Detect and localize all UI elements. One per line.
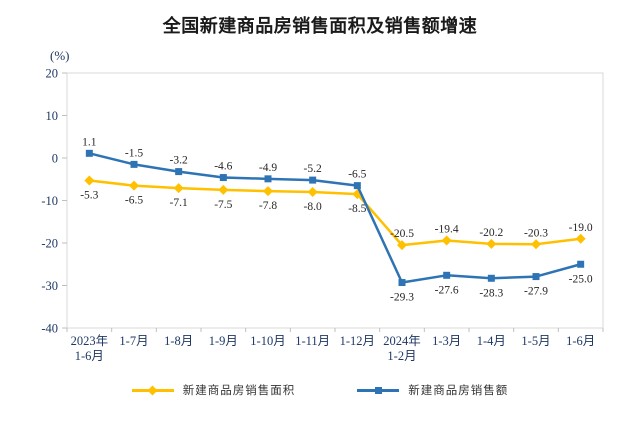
square-data-point-marker <box>130 160 138 168</box>
data-point-label: -27.9 <box>524 286 548 298</box>
x-axis-tick-label: 1-10月 <box>250 334 285 348</box>
x-axis-tick-label: 1-6月 <box>566 334 595 348</box>
diamond-marker-icon <box>147 385 158 395</box>
square-data-point-marker <box>85 149 93 157</box>
x-axis-tick-label: 1-12月 <box>340 334 375 348</box>
x-axis-tick-label: 1-8月 <box>164 334 193 348</box>
diamond-series-line <box>88 179 582 247</box>
square-data-point-marker <box>353 182 361 190</box>
x-axis-tick-label: 2023年 1-6月 <box>71 334 109 363</box>
diamond-data-point-marker <box>531 239 541 250</box>
y-axis-tick-label: -30 <box>41 279 58 293</box>
y-axis-unit-label: (%) <box>50 48 70 63</box>
y-axis-tick-label: 10 <box>46 109 59 123</box>
legend-item-sales-area: 新建商品房销售面积 <box>131 382 296 398</box>
square-data-point-marker <box>577 260 585 268</box>
data-point-label: -1.5 <box>125 147 143 159</box>
square-data-point-marker <box>175 168 183 176</box>
data-point-label: -8.5 <box>348 203 366 215</box>
y-axis-tick-label: -40 <box>41 322 58 336</box>
diamond-data-point-marker <box>263 186 273 197</box>
data-point-label: -5.2 <box>304 163 322 175</box>
chart-legend: 新建商品房销售面积 新建商品房销售额 <box>0 382 640 398</box>
data-point-label: -27.6 <box>435 284 459 296</box>
y-axis-tick-label: 20 <box>46 67 59 81</box>
y-axis-tick-label: -20 <box>41 237 58 251</box>
data-point-label: -7.5 <box>214 199 232 211</box>
sales-amount-series-swatch <box>357 384 400 396</box>
data-point-label: -7.1 <box>170 197 188 209</box>
x-axis-tick-label: 1-4月 <box>477 334 506 348</box>
data-point-label: 1.1 <box>82 136 97 148</box>
diamond-data-point-marker <box>486 238 497 249</box>
data-point-label: -3.2 <box>170 155 188 167</box>
square-data-point-marker <box>487 274 495 282</box>
x-axis-tick-label: 1-3月 <box>432 334 461 348</box>
x-axis-tick-label: 1-9月 <box>209 334 238 348</box>
diamond-data-point-marker <box>129 180 139 191</box>
data-point-label: -25.0 <box>569 273 593 285</box>
data-point-label: -19.0 <box>569 222 593 234</box>
square-data-point-marker <box>264 175 272 183</box>
square-data-point-marker <box>443 271 451 279</box>
diamond-data-point-marker <box>84 175 95 186</box>
legend-label-sales-area: 新建商品房销售面积 <box>182 385 296 397</box>
x-axis-tick-label: 1-5月 <box>521 334 550 348</box>
data-point-label: -19.4 <box>435 223 459 235</box>
data-point-label: -28.3 <box>479 287 503 299</box>
data-point-label: -4.9 <box>259 162 277 174</box>
x-axis-tick-label: 1-7月 <box>119 334 148 348</box>
data-point-label: -20.5 <box>390 228 414 240</box>
data-point-label: -5.3 <box>80 190 98 202</box>
diamond-data-point-marker <box>397 240 407 251</box>
chart-title: 全国新建商品房销售面积及销售额增速 <box>162 16 478 36</box>
square-data-point-marker <box>398 279 406 287</box>
diamond-data-point-marker <box>218 184 229 195</box>
legend-label-sales-amount: 新建商品房销售额 <box>408 385 509 397</box>
data-point-label: -8.0 <box>304 201 322 213</box>
diamond-data-point-marker <box>575 233 586 244</box>
y-axis-tick-label: 0 <box>52 152 58 166</box>
diamond-data-point-marker <box>307 187 318 197</box>
sales-area-series-swatch <box>131 384 174 396</box>
data-point-label: -20.3 <box>524 227 548 239</box>
plot-border <box>66 72 604 329</box>
data-point-label: -6.5 <box>125 195 143 207</box>
data-point-label: -29.3 <box>390 292 414 304</box>
y-axis-tick-label: -10 <box>41 194 58 208</box>
diamond-data-point-marker <box>441 235 452 246</box>
square-marker-icon <box>374 386 382 394</box>
diamond-data-point-marker <box>173 183 184 194</box>
square-data-point-marker <box>219 174 227 182</box>
legend-item-sales-amount: 新建商品房销售额 <box>357 382 508 398</box>
data-point-label: -7.8 <box>259 200 277 212</box>
x-axis-tick-label: 1-11月 <box>295 334 330 348</box>
square-series-line <box>88 152 582 284</box>
square-data-point-marker <box>309 176 317 184</box>
x-axis-tick-label: 2024年 1-2月 <box>383 334 421 363</box>
data-point-label: -20.2 <box>479 227 503 239</box>
data-point-label: -4.6 <box>214 161 232 173</box>
data-point-label: -6.5 <box>348 169 366 181</box>
square-data-point-marker <box>532 273 540 281</box>
